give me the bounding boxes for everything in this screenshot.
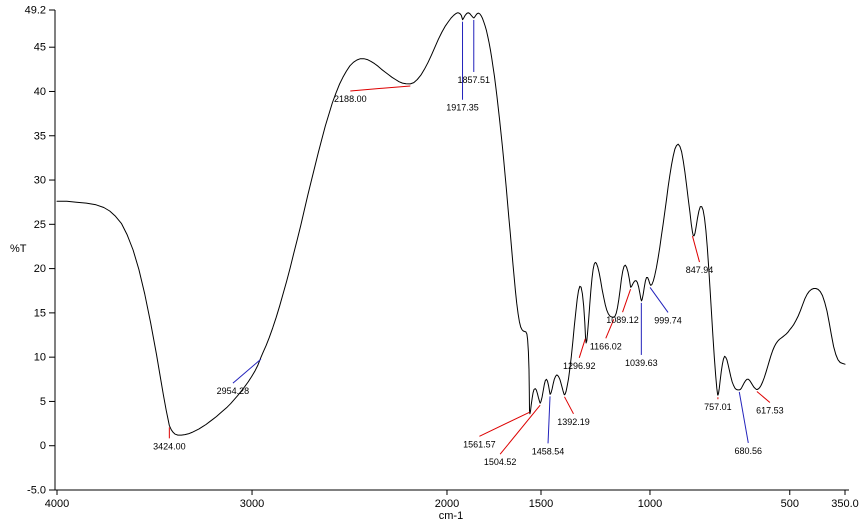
y-tick-label: 45	[34, 42, 46, 54]
x-tick-label: 2000	[435, 498, 459, 510]
x-tick-label: 3000	[240, 498, 264, 510]
x-axis-title: cm-1	[439, 510, 463, 522]
peak-marker-line	[756, 391, 771, 403]
peak-label: 617.53	[756, 405, 784, 415]
x-tick-label: 500	[781, 498, 799, 510]
peak-label: 1166.02	[590, 341, 622, 351]
peak-label: 3424.00	[153, 441, 186, 451]
x-tick-label: 1500	[529, 498, 553, 510]
peak-marker-line	[479, 411, 530, 437]
peak-marker-line	[738, 391, 749, 444]
y-tick-label: 5	[40, 396, 46, 408]
x-tick-label: 350.0	[831, 498, 859, 510]
y-tick-label: 25	[34, 219, 46, 231]
peak-label: 1504.52	[484, 457, 517, 467]
peak-marker-line	[578, 338, 586, 358]
peak-label: 2954.28	[217, 386, 250, 396]
x-tick-label: 1000	[638, 498, 662, 510]
y-tick-label: 15	[34, 307, 46, 319]
y-tick-label: 20	[34, 263, 46, 275]
y-tick-label: 40	[34, 86, 46, 98]
peak-label: 1458.54	[532, 446, 565, 456]
x-tick-label: 4000	[45, 498, 69, 510]
peak-marker-line	[499, 404, 541, 455]
peak-label: 1561.57	[463, 439, 496, 449]
peak-marker-line	[547, 396, 551, 444]
peak-label: 757.01	[704, 402, 732, 412]
peak-label: 1089.12	[606, 315, 639, 325]
y-tick-label: 49.2	[25, 5, 46, 17]
peak-marker-line	[232, 358, 262, 384]
peak-label: 1039.63	[625, 358, 658, 368]
peak-label: 1857.51	[457, 75, 490, 85]
peak-marker-line	[350, 85, 411, 92]
y-tick-label: 10	[34, 352, 46, 364]
peak-marker-line	[649, 287, 669, 313]
peak-label: 680.56	[735, 446, 763, 456]
peak-marker-line	[605, 319, 615, 339]
y-tick-label: 35	[34, 130, 46, 142]
peak-marker-line	[692, 235, 700, 263]
y-tick-label: 30	[34, 175, 46, 187]
y-axis-title: %T	[10, 243, 27, 255]
peak-label: 2188.00	[334, 94, 367, 104]
peak-label: 1296.92	[563, 361, 596, 371]
peak-marker-line	[564, 396, 574, 415]
peak-marker-line	[622, 289, 632, 313]
y-tick-label: -5.0	[27, 485, 46, 497]
peak-label: 1917.35	[446, 103, 479, 113]
peak-label: 999.74	[654, 315, 682, 325]
spectrum-curve	[56, 12, 846, 436]
peak-label: 847.94	[686, 265, 714, 275]
peak-label: 1392.19	[557, 417, 590, 427]
y-tick-label: 0	[40, 440, 46, 452]
